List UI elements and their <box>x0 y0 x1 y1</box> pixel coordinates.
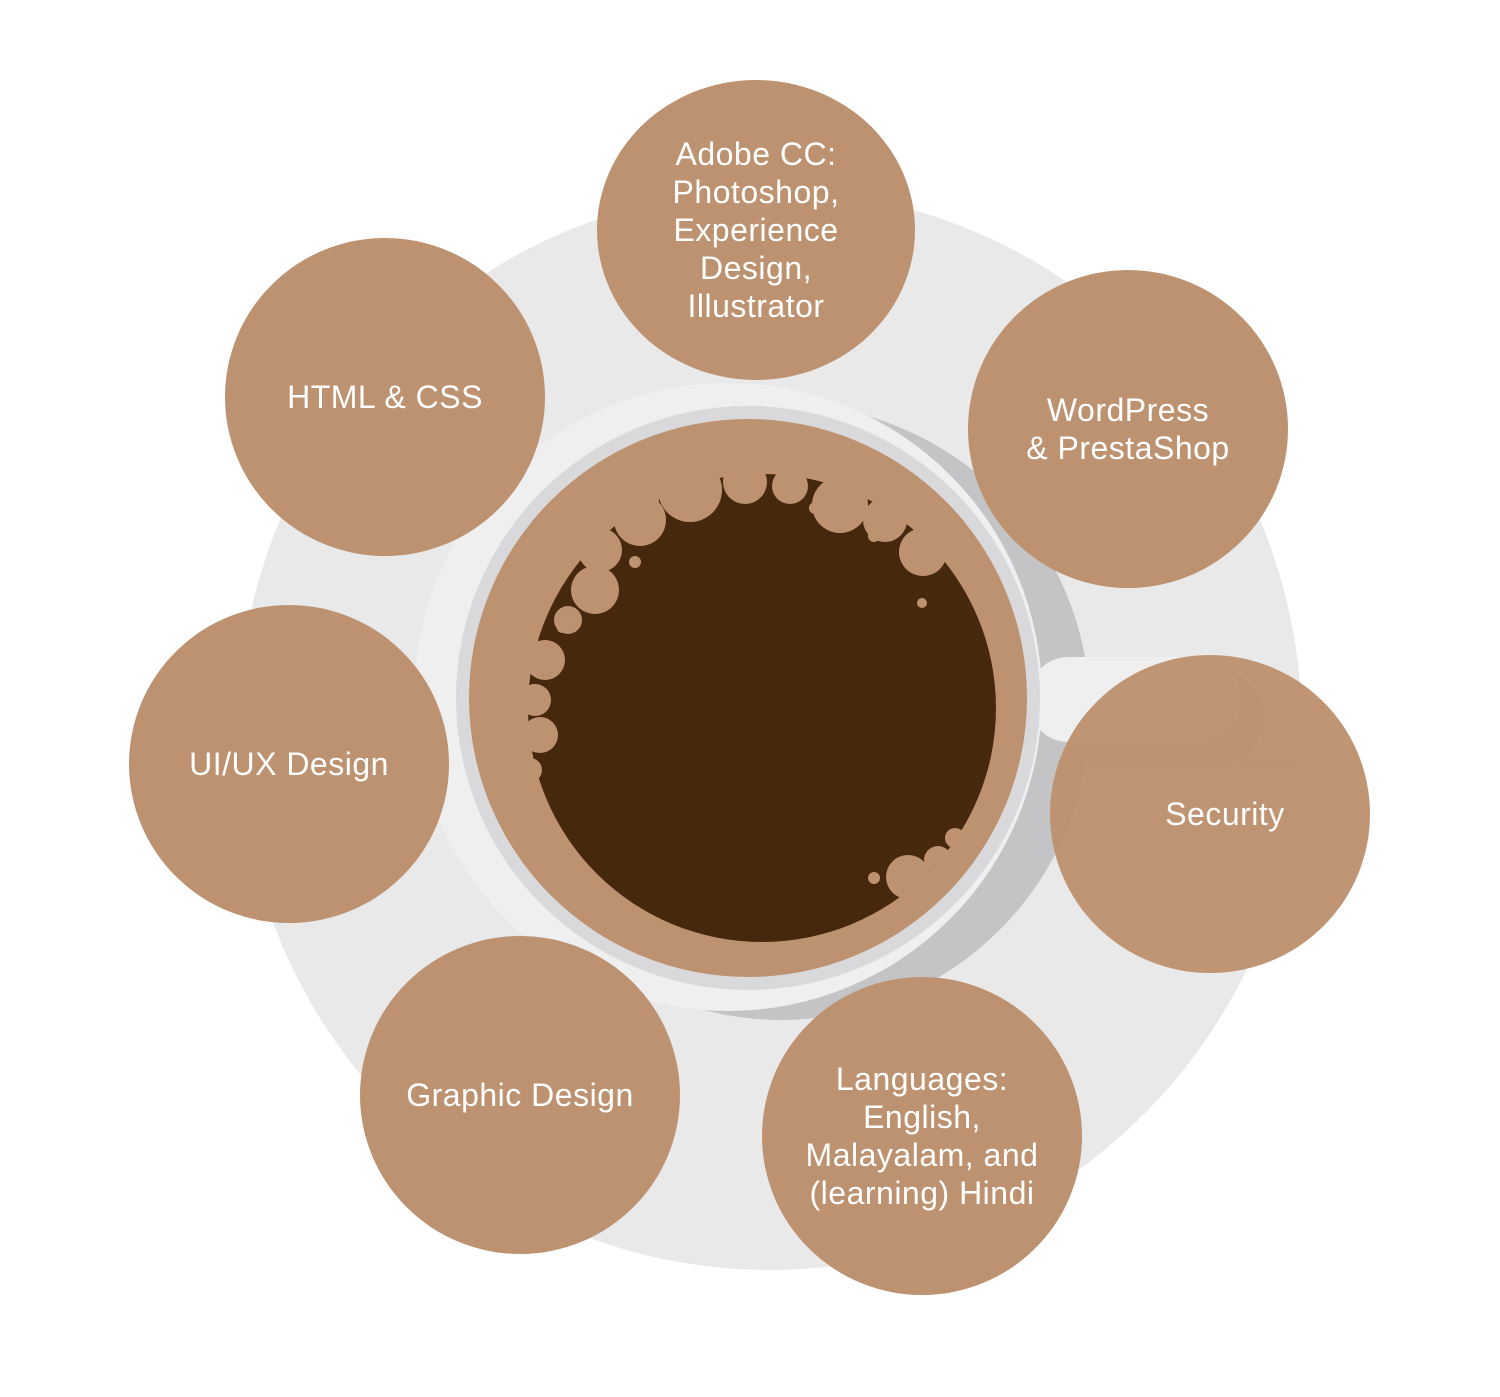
skill-bubble-ui-ux-design: UI/UX Design <box>129 605 449 923</box>
skill-label-wordpress-prestashop: WordPress & PrestaShop <box>1026 392 1230 466</box>
skill-label-html-css: HTML & CSS <box>287 379 483 415</box>
coffee-surface <box>528 474 996 942</box>
skill-label-ui-ux-design: UI/UX Design <box>189 746 389 782</box>
skill-label-adobe-cc: Adobe CC: Photoshop, Experience Design, … <box>672 136 840 324</box>
skill-bubble-wordpress-prestashop: WordPress & PrestaShop <box>968 270 1288 588</box>
skill-bubble-adobe-cc: Adobe CC: Photoshop, Experience Design, … <box>597 80 915 380</box>
skill-bubble-html-css: HTML & CSS <box>225 238 545 556</box>
foam-bubbles <box>518 458 965 899</box>
skill-bubble-graphic-design: Graphic Design <box>360 936 680 1254</box>
skill-bubble-security: Security <box>1050 655 1370 973</box>
skill-label-graphic-design: Graphic Design <box>406 1077 634 1113</box>
skill-bubble-languages: Languages: English, Malayalam, and (lear… <box>762 977 1082 1295</box>
skill-label-languages: Languages: English, Malayalam, and (lear… <box>805 1061 1039 1211</box>
skill-label-security: Security <box>1165 796 1285 832</box>
